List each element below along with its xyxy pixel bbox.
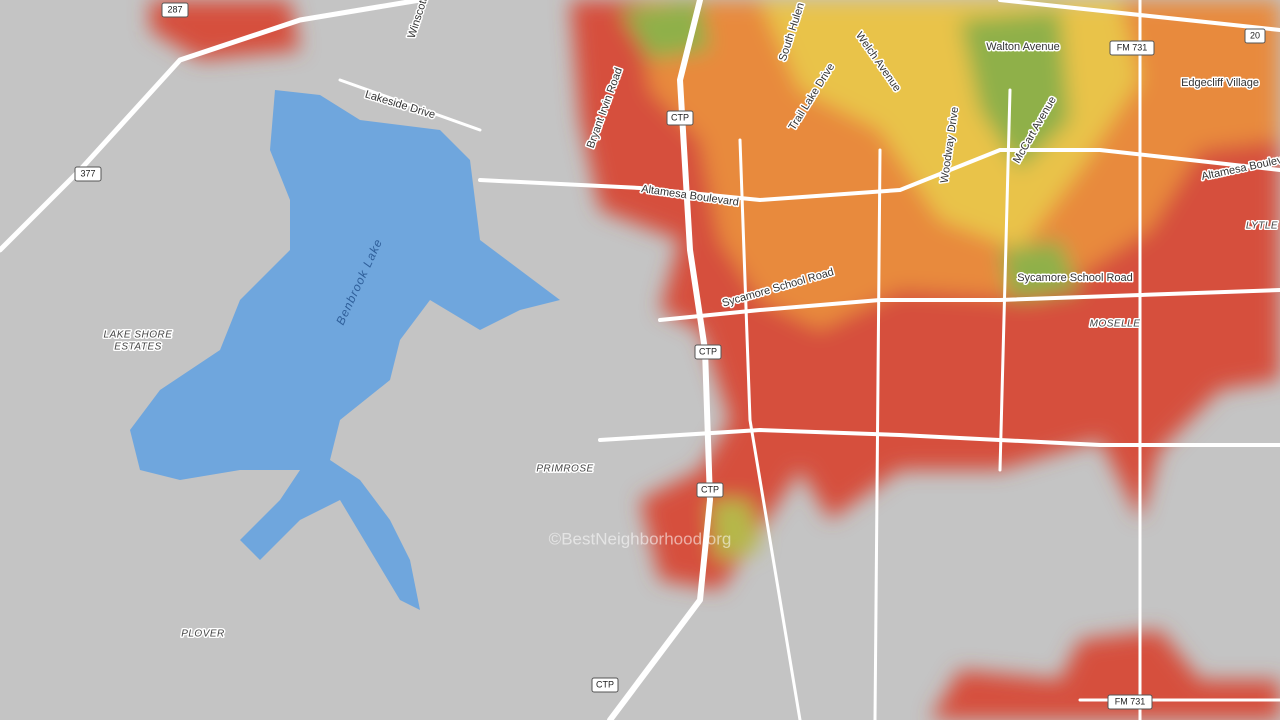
road-shield [1109,40,1155,56]
map-label: MOSELLE [1090,319,1141,330]
road-shield [591,677,619,693]
road-shield [694,344,722,360]
road-shield-label: FM 731 [1117,42,1148,52]
map-label: Edgecliff Village [1181,77,1259,89]
map-label: PRIMROSE [536,464,593,475]
watermark: ©BestNeighborhood.org [549,529,732,548]
road-shield-label: CTP [699,346,717,356]
road-shield [666,110,694,126]
road-shield-label: CTP [671,112,689,122]
road-shield [1107,694,1153,710]
road-shield-label: 20 [1250,30,1260,40]
road-shield [74,166,102,182]
map-label: LYTLE [1246,221,1278,232]
map-label: LAKE SHORE [104,330,173,341]
road-shield [161,2,189,18]
road-shield-label: 377 [80,168,95,178]
map-label: ESTATES [114,342,162,353]
map-label: Sycamore School Road [1017,272,1133,284]
lake [130,90,560,610]
road-shield-label: CTP [701,484,719,494]
road-shield-label: 287 [167,4,182,14]
map-label: PLOVER [181,629,225,640]
road-shield-label: CTP [596,679,614,689]
road-shield-label: FM 731 [1115,696,1146,706]
road-shield [1244,28,1266,44]
road-shield [696,482,724,498]
map-label: Walton Avenue [986,41,1059,53]
